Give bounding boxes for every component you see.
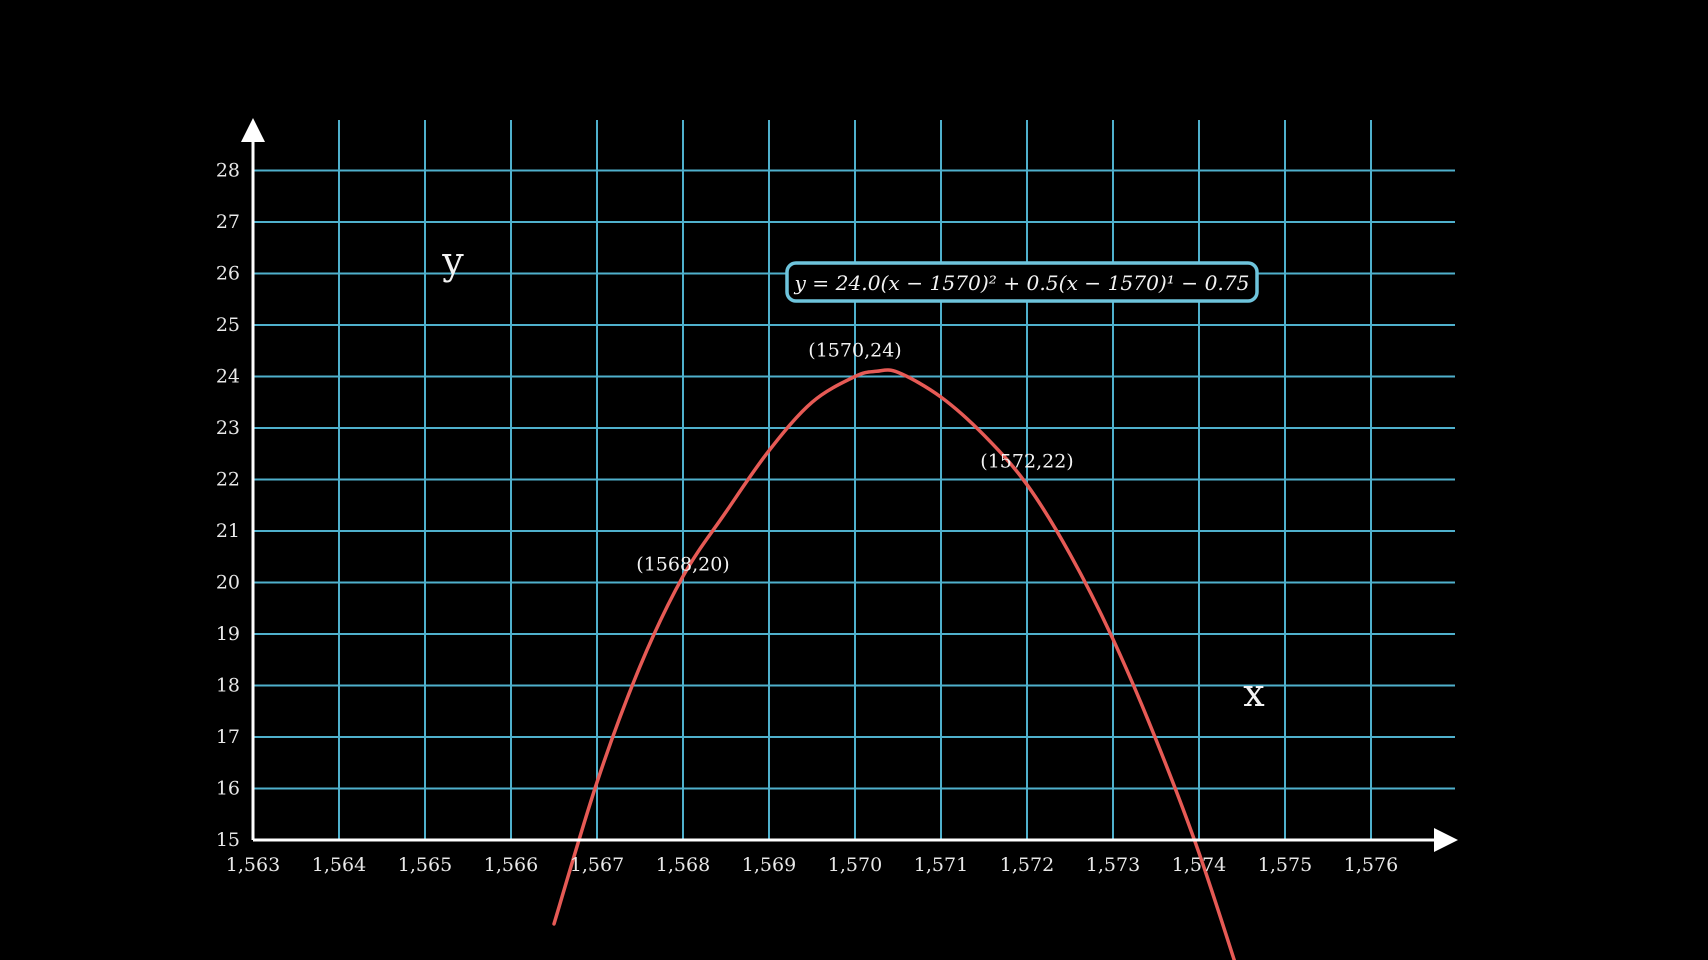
x-tick-label: 1,572 — [1000, 854, 1054, 876]
axes — [241, 118, 1458, 852]
y-tick-label: 16 — [216, 778, 240, 800]
y-tick-label: 23 — [216, 417, 240, 439]
x-tick-label: 1,567 — [570, 854, 624, 876]
y-tick-label: 18 — [216, 675, 240, 697]
x-tick-label: 1,574 — [1172, 854, 1226, 876]
y-tick-labels: 15 16 17 18 19 20 21 22 23 24 25 26 27 28 — [216, 160, 240, 852]
y-tick-label: 19 — [216, 623, 240, 645]
x-tick-label: 1,569 — [742, 854, 796, 876]
x-tick-label: 1,566 — [484, 854, 538, 876]
x-tick-label: 1,576 — [1344, 854, 1398, 876]
y-tick-label: 17 — [216, 726, 240, 748]
point-label: (1568,20) — [636, 554, 729, 576]
equation-label: y = 24.0(x − 1570)² + 0.5(x − 1570)¹ − 0… — [785, 261, 1259, 303]
x-tick-label: 1,564 — [312, 854, 366, 876]
point-label: (1570,24) — [808, 340, 901, 362]
y-tick-label: 26 — [216, 263, 240, 285]
x-tick-label: 1,563 — [226, 854, 280, 876]
y-tick-label: 24 — [216, 366, 240, 388]
y-tick-label: 20 — [216, 572, 240, 594]
y-tick-label: 21 — [216, 520, 240, 542]
point-label: (1572,22) — [980, 451, 1073, 473]
y-tick-label: 28 — [216, 160, 240, 182]
x-tick-labels: 1,563 1,564 1,565 1,566 1,567 1,568 1,569 1,570… — [226, 854, 1398, 876]
y-axis-arrowhead — [241, 118, 265, 142]
point-labels: (1568,20) (1570,24) (1572,22) — [636, 340, 1073, 576]
x-axis-label: x — [1243, 671, 1264, 715]
x-tick-label: 1,565 — [398, 854, 452, 876]
x-tick-label: 1,575 — [1258, 854, 1312, 876]
x-tick-label: 1,571 — [914, 854, 968, 876]
y-tick-label: 25 — [216, 314, 240, 336]
equation-text: y = 24.0(x − 1570)² + 0.5(x − 1570)¹ − 0… — [793, 271, 1249, 295]
x-tick-label: 1,570 — [828, 854, 882, 876]
x-axis-arrowhead — [1434, 828, 1458, 852]
y-tick-label: 15 — [216, 829, 240, 851]
y-tick-label: 22 — [216, 469, 240, 491]
series-line — [552, 368, 1237, 960]
x-tick-label: 1,573 — [1086, 854, 1140, 876]
y-axis-label: y — [441, 239, 464, 283]
x-tick-label: 1,568 — [656, 854, 710, 876]
grid — [253, 120, 1455, 840]
plot-area — [552, 368, 1237, 960]
y-tick-label: 27 — [216, 211, 240, 233]
equation-box-border — [785, 261, 1259, 303]
